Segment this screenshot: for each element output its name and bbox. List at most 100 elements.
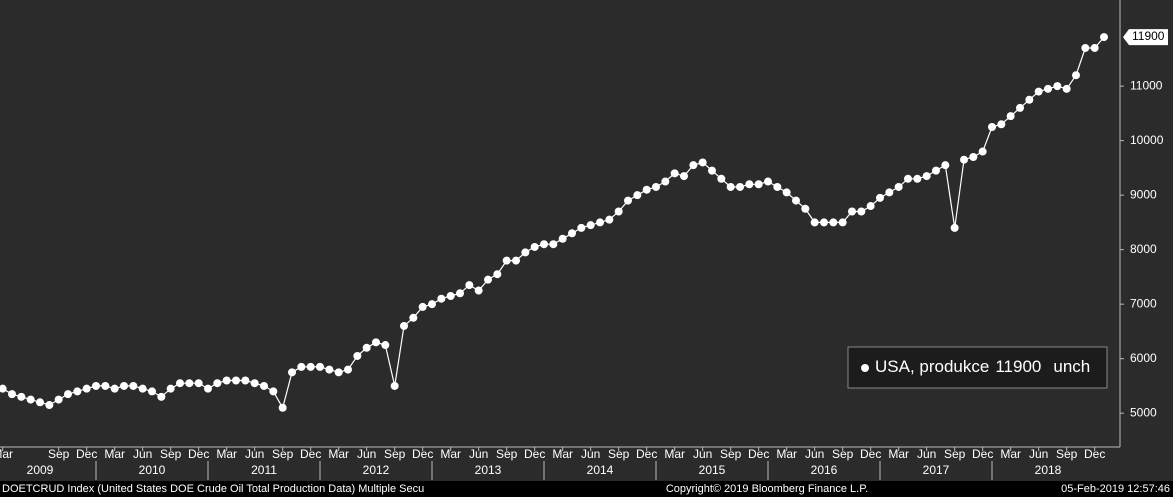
legend-marker (861, 364, 869, 372)
y-tick-label: 8000 (1130, 242, 1157, 256)
year-label: 2016 (811, 463, 838, 477)
data-point (661, 177, 670, 186)
year-label: 2018 (1035, 463, 1062, 477)
data-point (325, 365, 334, 374)
x-tick-label: Mar (104, 447, 125, 461)
data-point (64, 390, 72, 399)
plot-background (0, 0, 1173, 481)
data-point (166, 384, 175, 393)
x-tick-label: Dec (860, 447, 881, 461)
data-point (558, 234, 567, 243)
data-point (633, 191, 642, 200)
data-point (194, 379, 203, 388)
data-point (241, 376, 250, 385)
x-tick-label: Jun (133, 447, 152, 461)
x-tick-label: Jun (917, 447, 936, 461)
y-tick-label: 11000 (1130, 78, 1163, 92)
x-tick-label: Dec (412, 447, 433, 461)
data-point (1053, 82, 1062, 91)
data-point (521, 248, 530, 257)
x-tick-label: Sep (384, 447, 406, 461)
last-value-label: 11900 (1132, 29, 1165, 43)
data-point (820, 218, 828, 227)
data-point (446, 292, 455, 301)
data-point (540, 240, 548, 249)
data-point (110, 384, 119, 393)
data-point (45, 401, 54, 410)
data-point (960, 155, 968, 164)
footer-right: 05-Feb-2019 12:57:46 (1061, 483, 1170, 495)
data-point (605, 215, 614, 224)
y-tick-label: 7000 (1130, 296, 1157, 310)
data-point (1034, 87, 1043, 96)
data-point (1090, 43, 1099, 52)
data-point (857, 207, 866, 216)
data-point (997, 120, 1006, 129)
x-tick-label: Jun (693, 447, 712, 461)
x-tick-label: Mar (1000, 447, 1021, 461)
data-point (157, 392, 166, 401)
data-point (278, 403, 287, 412)
data-point (36, 398, 44, 407)
data-point (1062, 84, 1071, 93)
x-tick-label: Sep (608, 447, 630, 461)
x-tick-label: Sep (1056, 447, 1078, 461)
y-tick-label: 5000 (1130, 405, 1157, 419)
data-point (428, 300, 436, 309)
last-value-tag (1123, 29, 1168, 46)
data-point (894, 182, 903, 191)
data-point (120, 381, 128, 390)
data-point (1100, 33, 1108, 42)
data-point (474, 286, 483, 295)
footer-background (0, 481, 1173, 497)
data-point (596, 218, 604, 227)
x-tick-label: Jun (469, 447, 488, 461)
x-tick-label: Dec (972, 447, 993, 461)
legend-change: unch (1053, 357, 1090, 376)
data-point (92, 381, 100, 390)
legend-value: 11900 (995, 357, 1041, 376)
data-point (848, 207, 856, 216)
year-label: 2014 (587, 463, 614, 477)
data-point (736, 182, 744, 191)
data-point (288, 368, 296, 377)
data-point (941, 161, 950, 170)
data-point (138, 384, 147, 393)
year-label: 2011 (251, 463, 277, 477)
data-point (969, 152, 978, 161)
data-point (904, 174, 912, 183)
x-tick-label: Jun (805, 447, 824, 461)
data-point (17, 392, 26, 401)
legend-name: USA, produkce (875, 357, 989, 376)
data-point (400, 321, 408, 330)
footer-center: Copyright© 2019 Bloomberg Finance L.P. (666, 483, 868, 495)
legend-box (847, 346, 1108, 389)
x-tick-label: Sep (720, 447, 742, 461)
x-tick-label: Mar (888, 447, 909, 461)
data-point (493, 270, 502, 279)
data-point (549, 240, 558, 249)
data-point (988, 123, 996, 132)
data-point (670, 169, 679, 178)
x-tick-label: Dec (748, 447, 769, 461)
data-point (260, 381, 268, 390)
data-point (754, 180, 763, 189)
data-point (26, 395, 35, 404)
data-point (176, 379, 184, 388)
data-point (530, 242, 539, 251)
data-point (418, 302, 427, 311)
x-tick-label: Mar (0, 447, 13, 461)
x-tick-label: Sep (160, 447, 182, 461)
data-point (82, 384, 91, 393)
x-tick-label: Dec (188, 447, 209, 461)
data-point (876, 193, 884, 202)
data-point (409, 313, 418, 322)
y-tick-label: 10000 (1130, 133, 1164, 147)
data-point (372, 338, 380, 347)
x-tick-label: Mar (776, 447, 797, 461)
x-tick-label: Mar (552, 447, 573, 461)
data-point (773, 182, 782, 191)
y-tick-label: 6000 (1130, 351, 1157, 365)
data-point (269, 387, 278, 396)
data-point (782, 188, 791, 197)
